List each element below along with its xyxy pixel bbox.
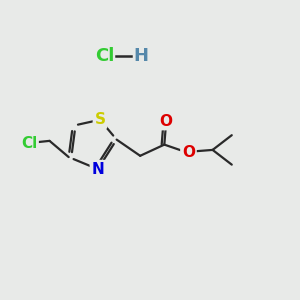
Text: S: S bbox=[94, 112, 106, 127]
Text: Cl: Cl bbox=[95, 47, 115, 65]
Text: N: N bbox=[92, 162, 104, 177]
Text: O: O bbox=[159, 114, 172, 129]
Text: H: H bbox=[134, 47, 149, 65]
Text: O: O bbox=[182, 146, 195, 160]
Text: Cl: Cl bbox=[21, 136, 37, 151]
